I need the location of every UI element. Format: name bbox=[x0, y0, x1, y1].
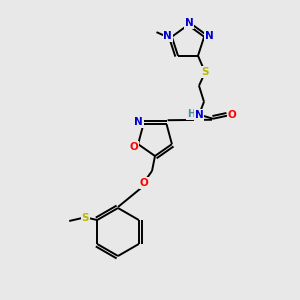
Text: N: N bbox=[164, 31, 172, 41]
Text: N: N bbox=[184, 18, 194, 28]
Text: S: S bbox=[82, 213, 89, 223]
Text: H: H bbox=[187, 109, 195, 119]
Text: O: O bbox=[130, 142, 139, 152]
Text: N: N bbox=[205, 31, 214, 41]
Text: O: O bbox=[228, 110, 236, 120]
Text: N: N bbox=[195, 110, 203, 120]
Text: S: S bbox=[201, 67, 209, 77]
Text: O: O bbox=[140, 178, 148, 188]
Text: N: N bbox=[134, 117, 143, 127]
